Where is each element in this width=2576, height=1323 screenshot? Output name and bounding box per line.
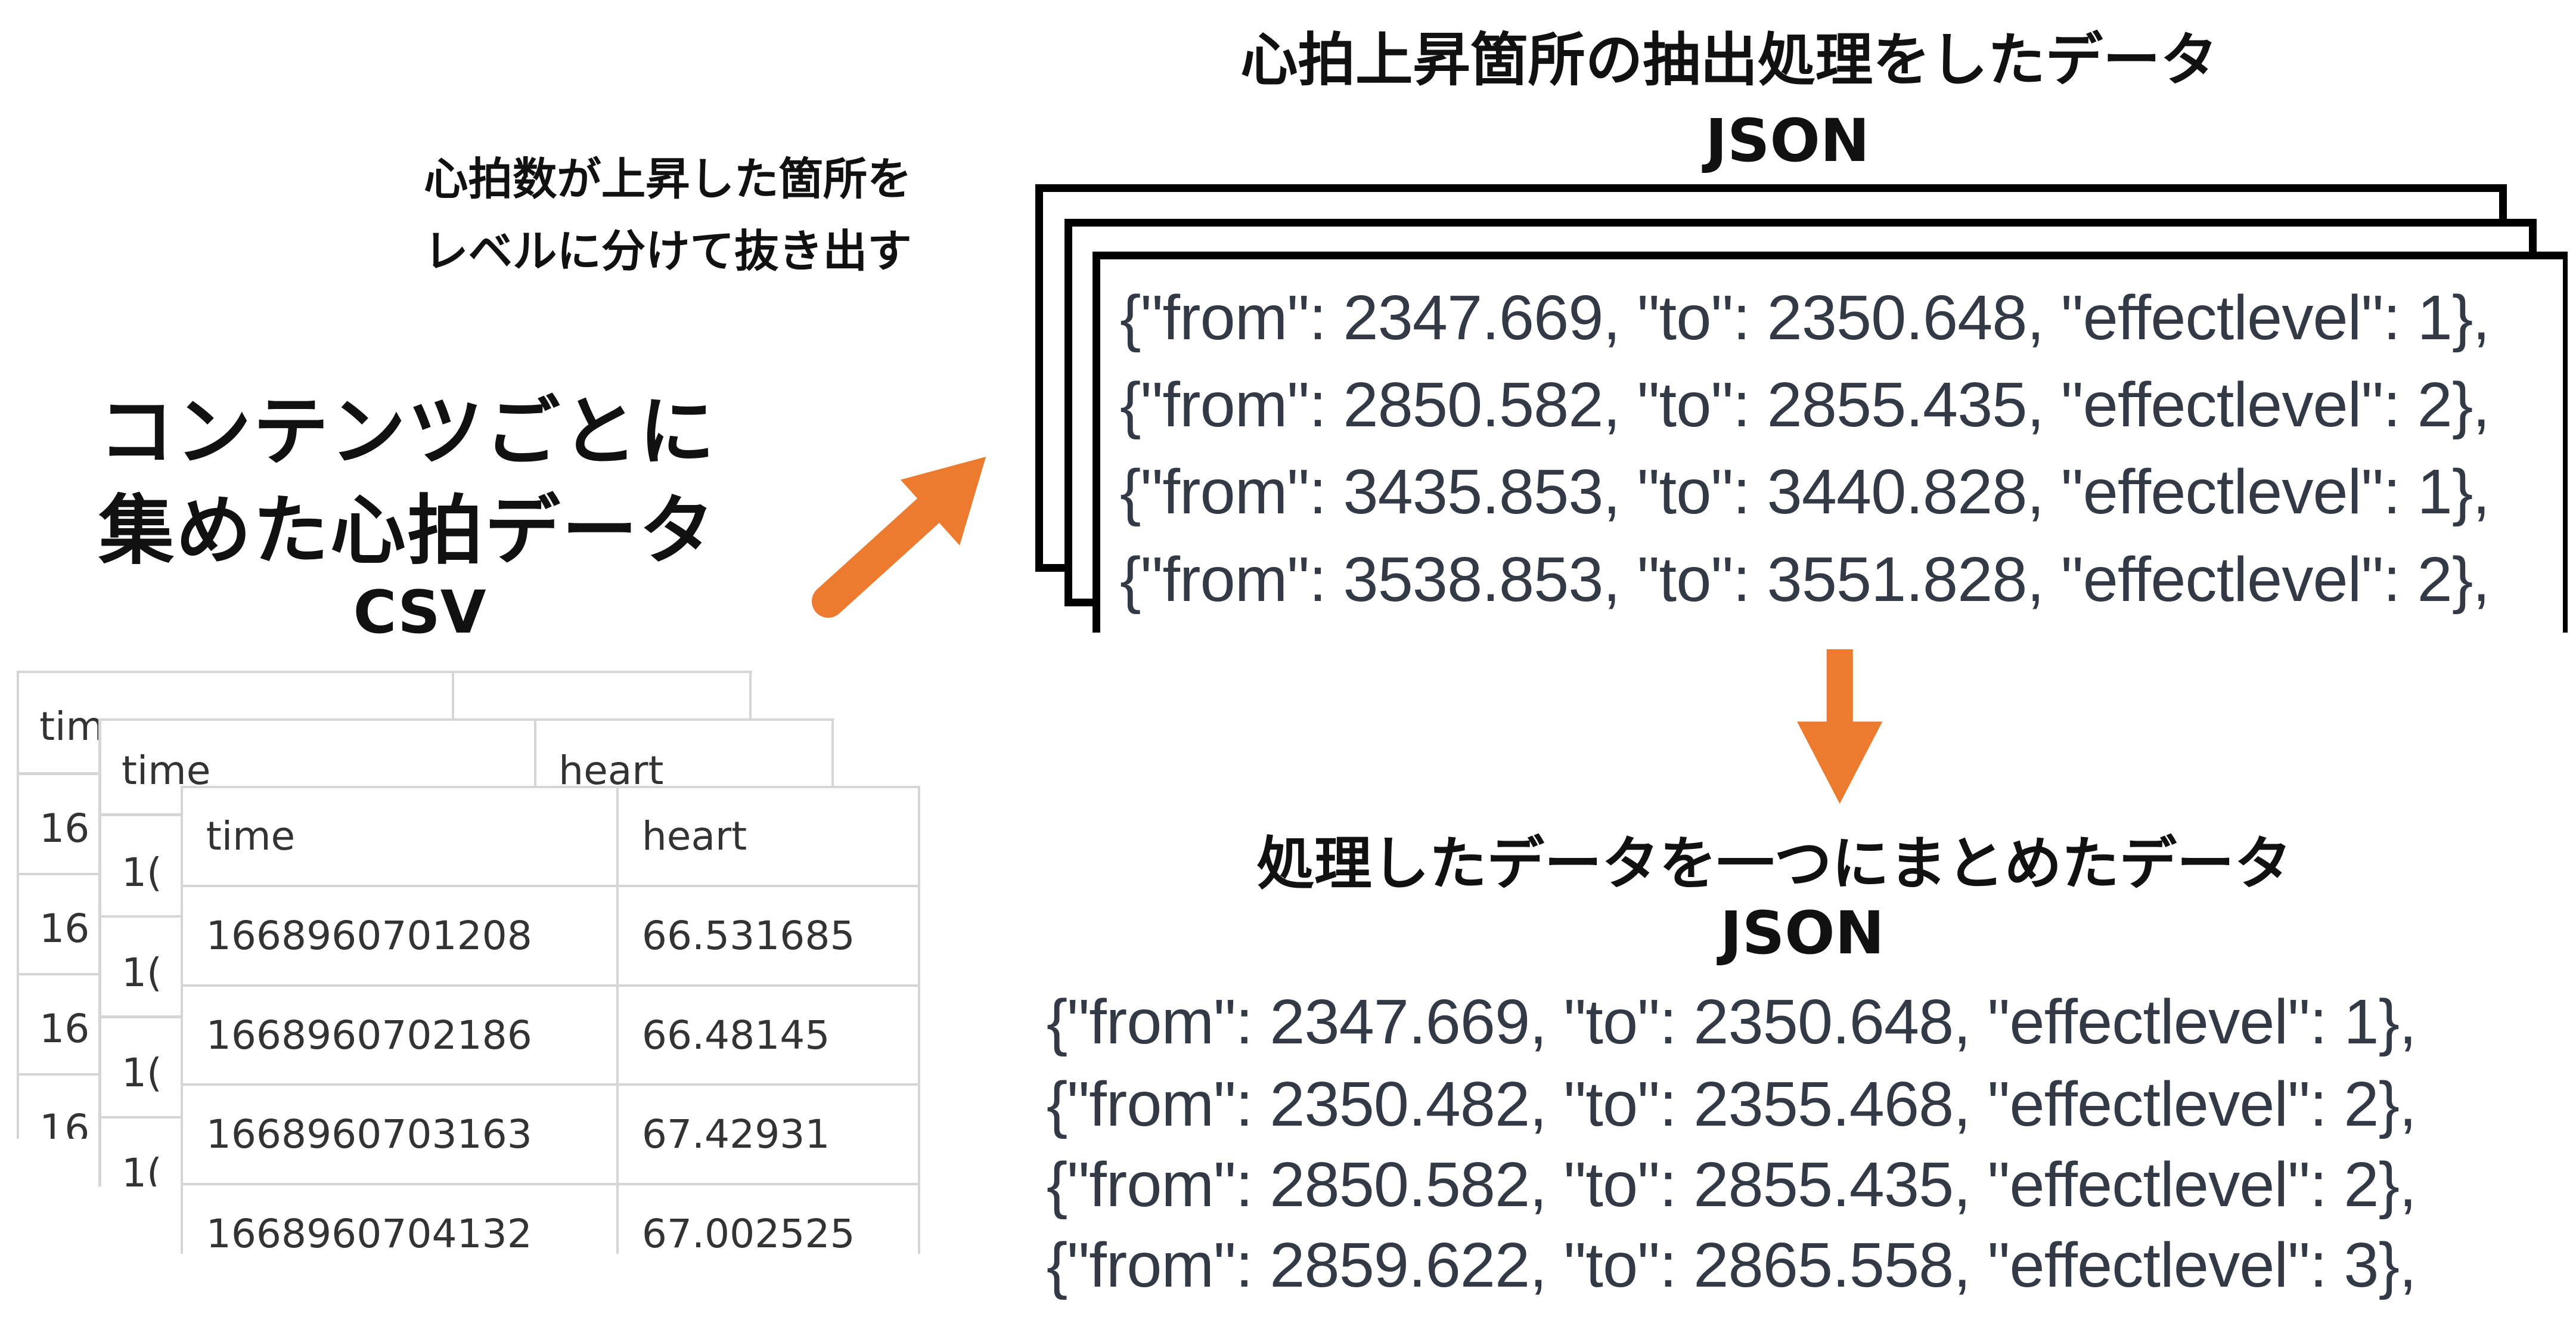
table-row: 1668960702186 66.48145 <box>182 986 918 1085</box>
table-header-heart: heart <box>617 787 918 887</box>
table-row: 1668960704132 67.002525 <box>182 1184 918 1254</box>
table-cell-heart: 67.42931 <box>617 1085 918 1184</box>
merged-json-line: {"from": 2850.582, "to": 2855.435, "effe… <box>1047 1149 2416 1221</box>
json-document-front: {"from": 2347.669, "to": 2350.648, "effe… <box>1093 252 2568 633</box>
csv-table-front-wrapper: time heart 1668960701208 66.531685 16689… <box>181 786 920 1254</box>
back2-cell: 16 <box>39 1106 89 1139</box>
merged-section-title: 処理したデータを一つにまとめたデータ <box>1257 817 2292 900</box>
table-cell-heart: 66.531685 <box>617 886 918 986</box>
merged-json-line: {"from": 2347.669, "to": 2350.648, "effe… <box>1047 986 2416 1058</box>
back1-cell: 1( <box>122 850 162 896</box>
csv-format-label: CSV <box>353 578 486 647</box>
table-row: 1668960701208 66.531685 <box>182 886 918 986</box>
csv-section-title: コンテンツごとに 集めた心拍データ <box>98 383 716 580</box>
csv-table: time heart 1668960701208 66.531685 16689… <box>181 786 920 1254</box>
merged-json-line: {"from": 2350.482, "to": 2355.468, "effe… <box>1047 1068 2416 1141</box>
table-row: 1668960703163 67.42931 <box>182 1085 918 1184</box>
extract-note-line2: レベルに分けて抜き出す <box>424 215 911 287</box>
merged-json-line: {"from": 2859.622, "to": 2865.558, "effe… <box>1047 1229 2416 1302</box>
back2-cell: 16 <box>39 1006 89 1052</box>
table-header-row: time heart <box>182 787 918 887</box>
table-cell-heart: 67.002525 <box>617 1184 918 1254</box>
merged-format-label: JSON <box>1720 899 1885 968</box>
csv-title-line2: 集めた心拍データ <box>98 482 716 580</box>
table-cell-time: 1668960703163 <box>182 1085 617 1184</box>
back2-cell: 16 <box>39 805 89 851</box>
extract-section-title: 心拍上昇箇所の抽出処理をしたデータ <box>1240 13 2218 97</box>
back1-cell: 1( <box>122 1150 162 1186</box>
table-header-time: time <box>182 787 617 887</box>
json-line: {"from": 2347.669, "to": 2350.648, "effe… <box>1120 282 2490 354</box>
back2-header-time: tim <box>39 704 104 749</box>
table-cell-time: 1668960702186 <box>182 986 617 1085</box>
table-cell-time: 1668960704132 <box>182 1184 617 1254</box>
back1-cell: 1( <box>122 1050 162 1096</box>
json-line: {"from": 3435.853, "to": 3440.828, "effe… <box>1120 456 2490 528</box>
csv-title-line1: コンテンツごとに <box>98 383 716 481</box>
json-line: {"from": 2850.582, "to": 2855.435, "effe… <box>1120 369 2490 441</box>
arrow-up-right <box>805 444 1003 624</box>
table-cell-heart: 66.48145 <box>617 986 918 1085</box>
json-line: {"from": 3538.853, "to": 3551.828, "effe… <box>1120 544 2490 616</box>
extract-note: 心拍数が上昇した箇所を レベルに分けて抜き出す <box>424 143 911 288</box>
extract-format-label: JSON <box>1705 107 1870 175</box>
extract-note-line1: 心拍数が上昇した箇所を <box>424 143 911 215</box>
arrow-down <box>1790 649 1889 814</box>
table-cell-time: 1668960701208 <box>182 886 617 986</box>
back2-cell: 16 <box>39 906 89 952</box>
back1-cell: 1( <box>122 950 162 996</box>
